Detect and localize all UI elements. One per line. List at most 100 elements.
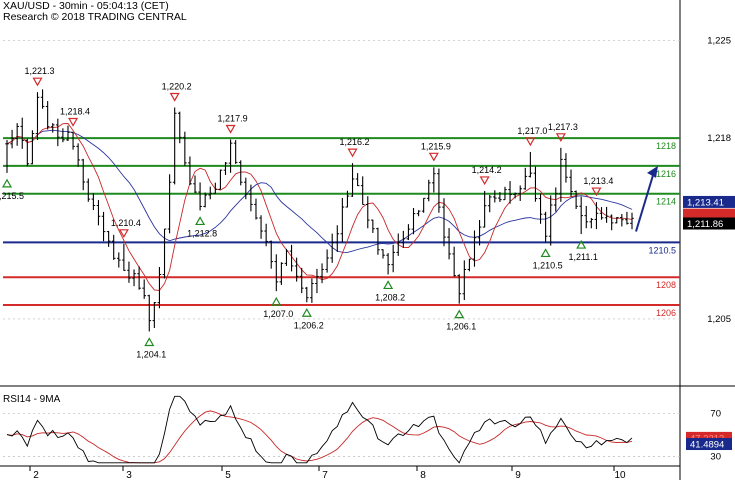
- x-tick-label: 3: [126, 470, 132, 480]
- ohlc-bar: [569, 169, 573, 197]
- ohlc-bar: [350, 163, 355, 197]
- ohlc-bar: [528, 152, 533, 178]
- y-tick-label: 1,205: [707, 314, 731, 325]
- y-tick-label: 1,218: [707, 133, 731, 144]
- ohlc-bar: [233, 140, 238, 164]
- ohlc-bar: [274, 254, 279, 292]
- ohlc-bar: [518, 185, 523, 202]
- ohlc-bar: [157, 267, 162, 309]
- ohlc-bar: [614, 217, 619, 224]
- ohlc-bar: [355, 173, 360, 187]
- ohlc-bar: [106, 230, 111, 247]
- ohlc-bar: [183, 131, 187, 166]
- ohlc-bar: [223, 161, 228, 175]
- ohlc-bar: [538, 193, 543, 224]
- ohlc-bar: [299, 267, 304, 294]
- chart-title: XAU/USD - 30min - 05:04:13 (CET): [3, 0, 169, 12]
- swing-low-label: 1,211.1: [568, 252, 597, 262]
- x-tick-label: 8: [420, 470, 426, 480]
- ohlc-bar: [345, 190, 350, 208]
- ohlc-bar: [604, 206, 609, 223]
- ohlc-bar: [406, 224, 411, 241]
- ohlc-bar: [81, 158, 86, 191]
- swing-low-label: 1,204.1: [136, 349, 166, 359]
- ohlc-bar: [574, 190, 578, 210]
- ma-fast-line: [6, 123, 633, 291]
- swing-low-marker: [576, 239, 587, 249]
- ohlc-bar: [493, 190, 497, 203]
- swing-high-marker: [479, 176, 490, 186]
- price-badge-label: 1,212.5: [687, 210, 719, 221]
- level-label: 1208: [656, 280, 676, 290]
- ohlc-bar: [462, 260, 467, 301]
- ohlc-bar: [279, 262, 284, 285]
- ohlc-bar: [452, 246, 456, 277]
- swing-low-label: 1,207.0: [263, 309, 293, 319]
- ohlc-bar: [198, 182, 202, 211]
- ma-slow-line: [6, 129, 633, 253]
- ohlc-bar: [335, 225, 340, 252]
- ohlc-bar: [421, 197, 426, 213]
- ohlc-bar: [10, 129, 14, 149]
- ohlc-bar: [254, 198, 258, 220]
- rsi-label: RSI14 - 9MA: [3, 394, 61, 405]
- ohlc-bar: [188, 156, 192, 185]
- ohlc-bar: [508, 181, 512, 204]
- swing-high-marker: [118, 229, 129, 239]
- ohlc-bar: [203, 192, 207, 208]
- swing-high-label: 1,220.2: [162, 81, 192, 91]
- swing-high-label: 1,210.4: [111, 218, 141, 228]
- chart-copyright: Research © 2018 TRADING CENTRAL: [3, 11, 187, 23]
- ohlc-bar: [360, 176, 365, 205]
- ohlc-bar: [264, 223, 268, 247]
- ohlc-bar: [15, 123, 19, 146]
- ohlc-bar: [457, 274, 462, 304]
- x-tick-label: 9: [515, 470, 521, 480]
- ohlc-bar: [147, 294, 152, 332]
- ohlc-bar: [503, 186, 507, 201]
- ohlc-bar: [315, 268, 319, 294]
- swing-low-label: 1,212.8: [187, 228, 217, 238]
- ohlc-bar: [172, 107, 177, 185]
- ohlc-bar: [432, 167, 436, 193]
- ohlc-bar: [137, 266, 141, 290]
- ohlc-bar: [142, 279, 146, 299]
- ohlc-bar: [213, 182, 218, 194]
- price-badge-label: 1,213.41: [687, 197, 724, 208]
- ohlc-bar: [513, 192, 517, 199]
- ohlc-bar: [599, 207, 604, 220]
- ohlc-bar: [177, 111, 182, 144]
- ohlc-bar: [228, 139, 233, 173]
- swing-high-marker: [555, 133, 566, 143]
- ohlc-bar: [391, 244, 395, 273]
- ohlc-bar: [371, 219, 375, 233]
- ohlc-bar: [411, 208, 416, 235]
- ohlc-bar: [630, 212, 634, 230]
- ohlc-bar: [101, 211, 106, 242]
- swing-high-marker: [225, 124, 236, 134]
- ohlc-bar: [208, 186, 213, 200]
- swing-low-marker: [271, 296, 282, 306]
- ohlc-bar: [442, 198, 446, 247]
- ohlc-bar: [487, 194, 492, 213]
- swing-high-label: 1,217.0: [517, 126, 547, 136]
- ohlc-bar: [5, 140, 9, 173]
- price-badge: [683, 195, 735, 208]
- ohlc-bar: [50, 123, 55, 133]
- ohlc-bar: [294, 257, 299, 282]
- x-tick-label: 2: [33, 470, 39, 480]
- projection-arrow-head: [647, 165, 658, 178]
- ohlc-bar: [152, 301, 157, 329]
- swing-high-marker: [347, 148, 358, 158]
- swing-low-label: 1,215.5: [0, 191, 24, 201]
- swing-low-label: 1,206.1: [446, 322, 476, 332]
- ohlc-bar: [45, 101, 50, 130]
- ohlc-bar: [381, 249, 385, 259]
- swing-high-label: 1,221.3: [24, 66, 54, 76]
- swing-high-label: 1,217.9: [218, 113, 248, 123]
- ohlc-bar: [56, 118, 60, 147]
- level-label: 1206: [656, 308, 676, 318]
- rsi-ma-line: [6, 410, 633, 464]
- ohlc-bar: [269, 240, 274, 269]
- ohlc-bar: [620, 214, 624, 227]
